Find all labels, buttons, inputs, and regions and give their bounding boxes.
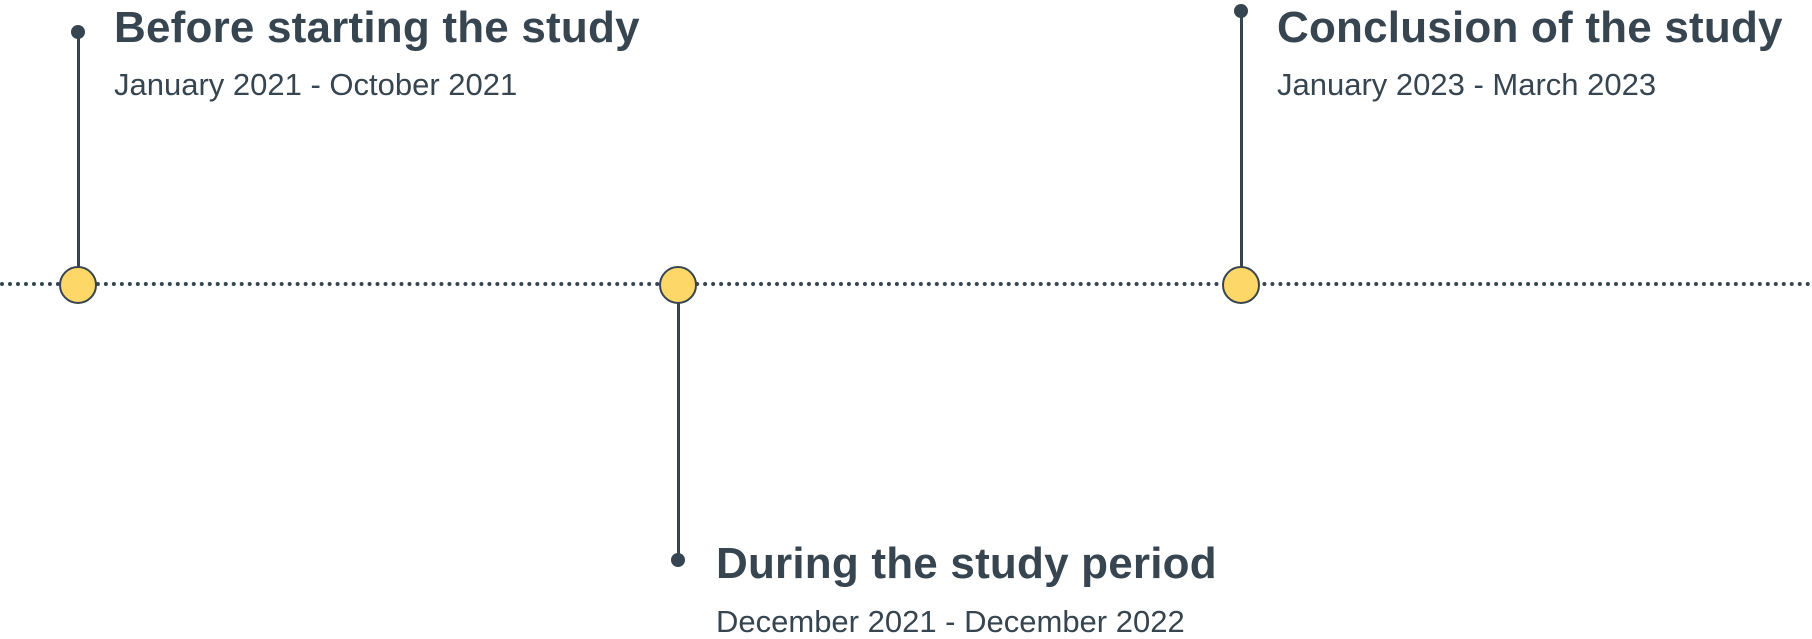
event-title-1: Before starting the study	[114, 3, 640, 52]
event-connector-2	[677, 286, 680, 560]
timeline-node-1	[59, 266, 97, 304]
connector-dot-2	[671, 553, 685, 567]
timeline-axis	[0, 282, 1812, 286]
event-date-3: January 2023 - March 2023	[1277, 67, 1657, 102]
event-date-1: January 2021 - October 2021	[114, 67, 518, 102]
event-title-2: During the study period	[716, 539, 1217, 588]
connector-dot-1	[71, 25, 85, 39]
timeline-node-2	[659, 266, 697, 304]
event-connector-1	[77, 32, 80, 286]
event-title-3: Conclusion of the study	[1277, 3, 1783, 52]
connector-dot-3	[1234, 4, 1248, 18]
event-date-2: December 2021 - December 2022	[716, 604, 1185, 639]
event-connector-3	[1240, 10, 1243, 286]
timeline-node-3	[1222, 266, 1260, 304]
